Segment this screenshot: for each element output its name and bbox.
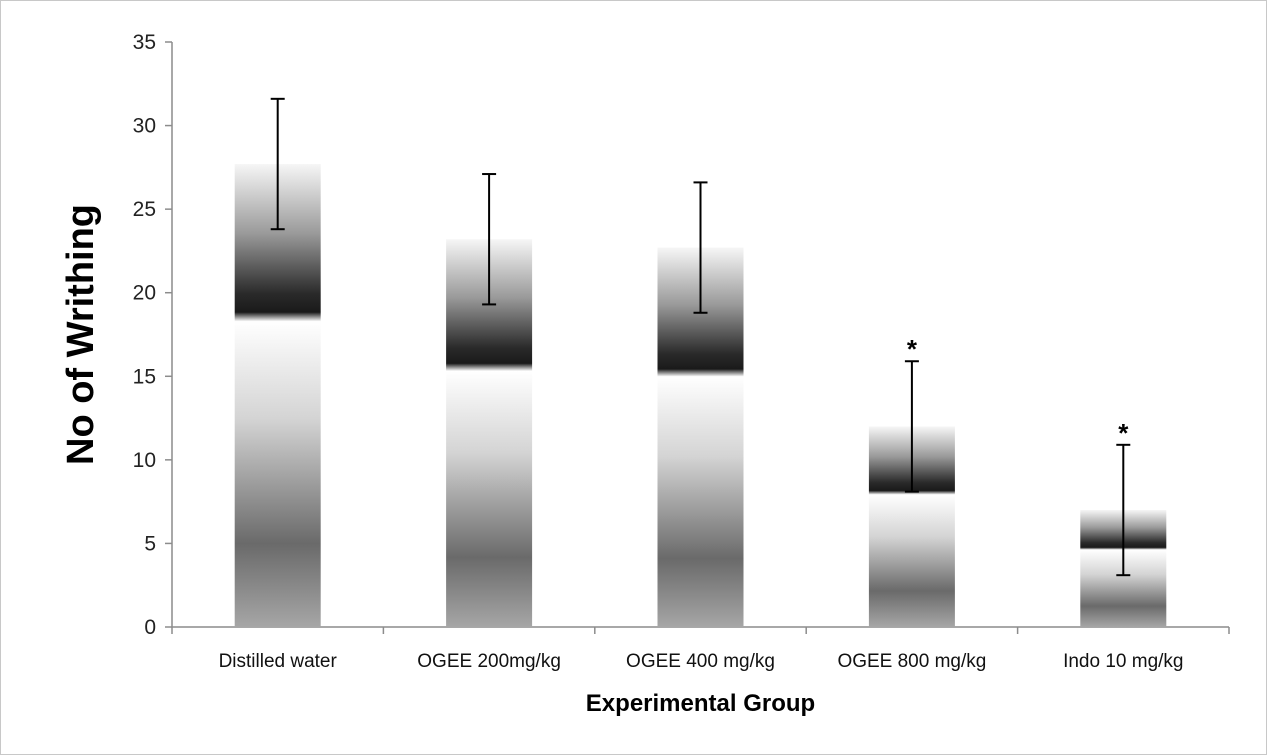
significance-marker: * bbox=[907, 334, 918, 364]
x-category-label: Distilled water bbox=[219, 651, 338, 672]
x-category-label: OGEE 800 mg/kg bbox=[837, 651, 986, 672]
y-tick-label: 10 bbox=[133, 449, 156, 472]
y-tick-label: 5 bbox=[144, 532, 156, 555]
x-category-label: OGEE 400 mg/kg bbox=[626, 651, 775, 672]
y-axis-title: No of Writhing bbox=[60, 204, 102, 465]
x-category-label: Indo 10 mg/kg bbox=[1063, 651, 1183, 672]
y-tick-label: 35 bbox=[133, 31, 156, 54]
y-tick-label: 20 bbox=[133, 282, 156, 305]
x-category-label: OGEE 200mg/kg bbox=[417, 651, 561, 672]
y-tick-label: 15 bbox=[133, 365, 156, 388]
bar bbox=[234, 164, 321, 627]
y-tick-label: 30 bbox=[133, 115, 156, 138]
y-tick-label: 25 bbox=[133, 198, 156, 221]
x-axis-title: Experimental Group bbox=[586, 690, 815, 717]
y-tick-label: 0 bbox=[144, 616, 156, 639]
significance-marker: * bbox=[1118, 418, 1129, 448]
